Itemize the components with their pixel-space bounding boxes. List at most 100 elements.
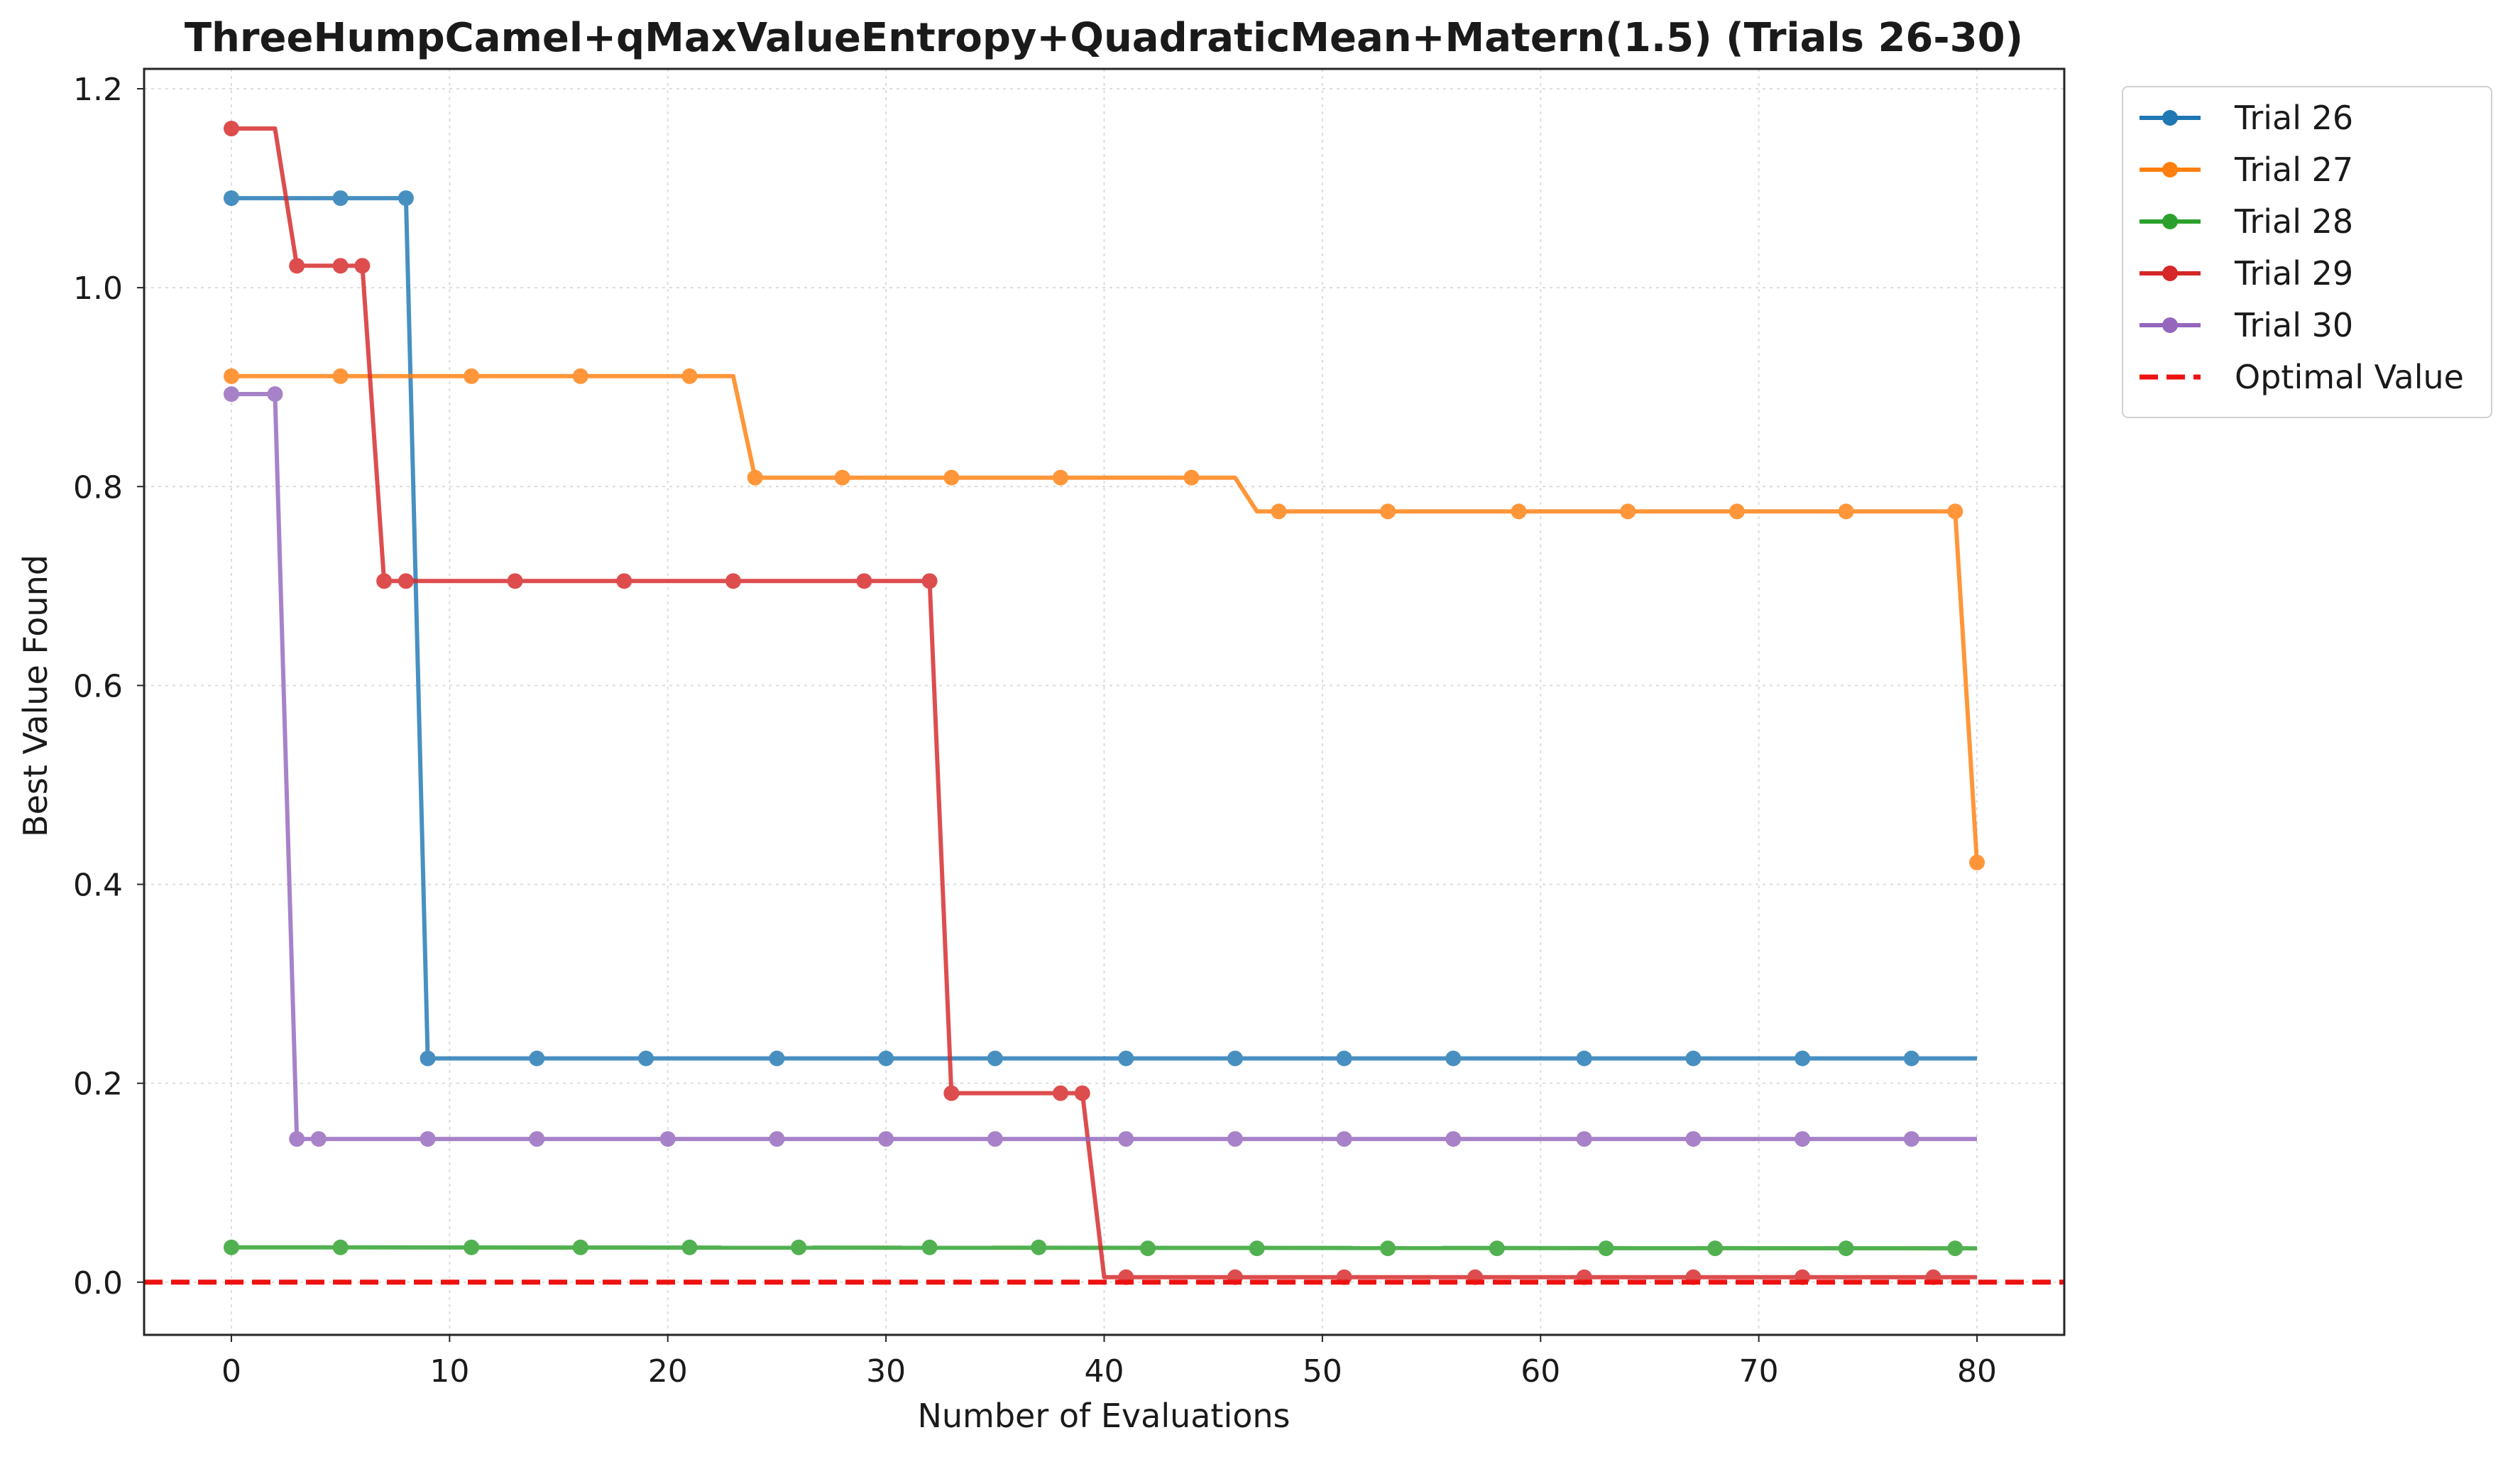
data-point-trial-26: [1227, 1050, 1243, 1066]
data-point-trial-30: [1227, 1131, 1243, 1147]
data-point-trial-30: [529, 1131, 545, 1147]
legend-item-trial-28: Trial 28: [2140, 202, 2353, 241]
y-tick-label: 0.4: [73, 868, 123, 904]
data-point-trial-26: [1576, 1050, 1592, 1066]
data-point-trial-27: [1969, 854, 1985, 871]
data-point-trial-28: [464, 1239, 480, 1255]
data-point-trial-29: [856, 573, 872, 589]
data-point-trial-27: [1380, 503, 1396, 520]
data-point-trial-28: [1489, 1240, 1505, 1257]
data-point-trial-26: [420, 1050, 436, 1066]
series-trial-26: [223, 190, 1977, 1066]
data-point-trial-29: [1053, 1085, 1069, 1101]
legend-label-trial-27: Trial 27: [2234, 151, 2353, 189]
series-trial-30: [223, 386, 1977, 1147]
x-tick-label: 40: [1085, 1353, 1124, 1390]
legend-marker-trial-27: [2162, 162, 2178, 178]
data-point-trial-27: [1053, 469, 1069, 486]
data-point-trial-27: [1620, 503, 1636, 520]
data-point-trial-29: [223, 121, 239, 137]
data-point-trial-27: [1511, 503, 1527, 520]
series-layer: [223, 121, 1985, 1285]
data-point-trial-30: [289, 1131, 305, 1147]
data-point-trial-27: [681, 368, 698, 384]
y-tick-label: 0.2: [73, 1066, 123, 1103]
data-point-trial-27: [943, 469, 960, 486]
data-point-trial-26: [1685, 1050, 1702, 1066]
legend-label-trial-29: Trial 29: [2234, 254, 2353, 293]
data-point-trial-28: [332, 1239, 349, 1255]
data-point-trial-27: [464, 368, 480, 384]
y-tick-label: 0.8: [73, 469, 123, 506]
data-point-trial-29: [725, 573, 741, 589]
series-trial-28: [223, 1239, 1978, 1257]
x-tick-label: 30: [866, 1353, 906, 1390]
data-point-trial-26: [1903, 1050, 1919, 1066]
data-point-trial-30: [987, 1131, 1003, 1147]
data-point-trial-29: [332, 258, 349, 274]
data-point-trial-30: [267, 386, 283, 403]
data-point-trial-27: [1947, 503, 1963, 520]
chart-title: ThreeHumpCamel+qMaxValueEntropy+Quadrati…: [185, 15, 2023, 61]
data-point-trial-29: [1074, 1085, 1090, 1101]
data-point-trial-26: [332, 190, 349, 207]
data-point-trial-28: [1249, 1240, 1265, 1257]
data-point-trial-30: [769, 1131, 785, 1147]
data-point-trial-30: [223, 386, 239, 403]
legend-marker-trial-30: [2162, 317, 2178, 333]
data-point-trial-28: [1707, 1240, 1724, 1257]
data-point-trial-26: [987, 1050, 1003, 1066]
legend-box: [2122, 86, 2492, 418]
data-point-trial-26: [637, 1050, 654, 1066]
data-point-trial-29: [616, 573, 632, 589]
series-trial-27: [223, 368, 1985, 871]
y-tick-label: 1.2: [73, 72, 123, 108]
legend-label-trial-28: Trial 28: [2234, 202, 2353, 241]
data-point-trial-28: [1380, 1240, 1396, 1257]
data-point-trial-29: [354, 258, 371, 274]
data-point-trial-30: [420, 1131, 436, 1147]
data-point-trial-26: [1336, 1050, 1352, 1066]
data-point-trial-26: [1795, 1050, 1811, 1066]
series-line-trial-29: [231, 126, 1977, 1279]
legend-marker-trial-28: [2162, 214, 2178, 229]
data-point-trial-26: [1118, 1050, 1134, 1066]
legend-item-trial-27: Trial 27: [2140, 151, 2353, 189]
y-tick-label: 0.0: [73, 1265, 123, 1302]
data-point-trial-29: [289, 258, 305, 274]
x-tick-label: 0: [221, 1353, 241, 1390]
data-point-trial-26: [398, 190, 414, 207]
legend-label-trial-26: Trial 26: [2234, 99, 2353, 137]
x-axis-ticks: 0 10 20 30 40 50 60 70 80: [221, 1335, 1997, 1390]
x-tick-label: 70: [1739, 1353, 1779, 1390]
data-point-trial-30: [1118, 1131, 1134, 1147]
x-tick-label: 20: [648, 1353, 688, 1390]
x-tick-label: 50: [1303, 1353, 1342, 1390]
data-point-trial-27: [1271, 503, 1287, 520]
data-point-trial-30: [659, 1131, 676, 1147]
data-point-trial-27: [747, 469, 763, 486]
grid: [144, 69, 2064, 1335]
y-axis-ticks: 0.0 0.2 0.4 0.6 0.8 1.0 1.2: [73, 72, 144, 1302]
data-point-trial-27: [1729, 503, 1745, 520]
data-point-trial-30: [310, 1131, 327, 1147]
data-point-trial-30: [1576, 1131, 1592, 1147]
data-point-trial-30: [1795, 1131, 1811, 1147]
data-point-trial-28: [1031, 1239, 1047, 1255]
data-point-trial-28: [223, 1239, 239, 1255]
y-tick-label: 0.6: [73, 668, 123, 704]
data-point-trial-30: [1685, 1131, 1702, 1147]
legend-item-trial-26: Trial 26: [2140, 99, 2353, 137]
data-point-trial-28: [1598, 1240, 1614, 1257]
data-point-trial-29: [921, 573, 938, 589]
data-point-trial-26: [769, 1050, 785, 1066]
data-point-trial-26: [878, 1050, 894, 1066]
legend-item-optimal-value: Optimal Value: [2140, 358, 2464, 396]
data-point-trial-27: [572, 368, 588, 384]
x-axis-label: Number of Evaluations: [917, 1397, 1290, 1435]
data-point-trial-28: [1139, 1240, 1156, 1257]
data-point-trial-26: [1445, 1050, 1462, 1066]
data-point-trial-28: [921, 1239, 938, 1255]
data-point-trial-28: [791, 1239, 807, 1255]
